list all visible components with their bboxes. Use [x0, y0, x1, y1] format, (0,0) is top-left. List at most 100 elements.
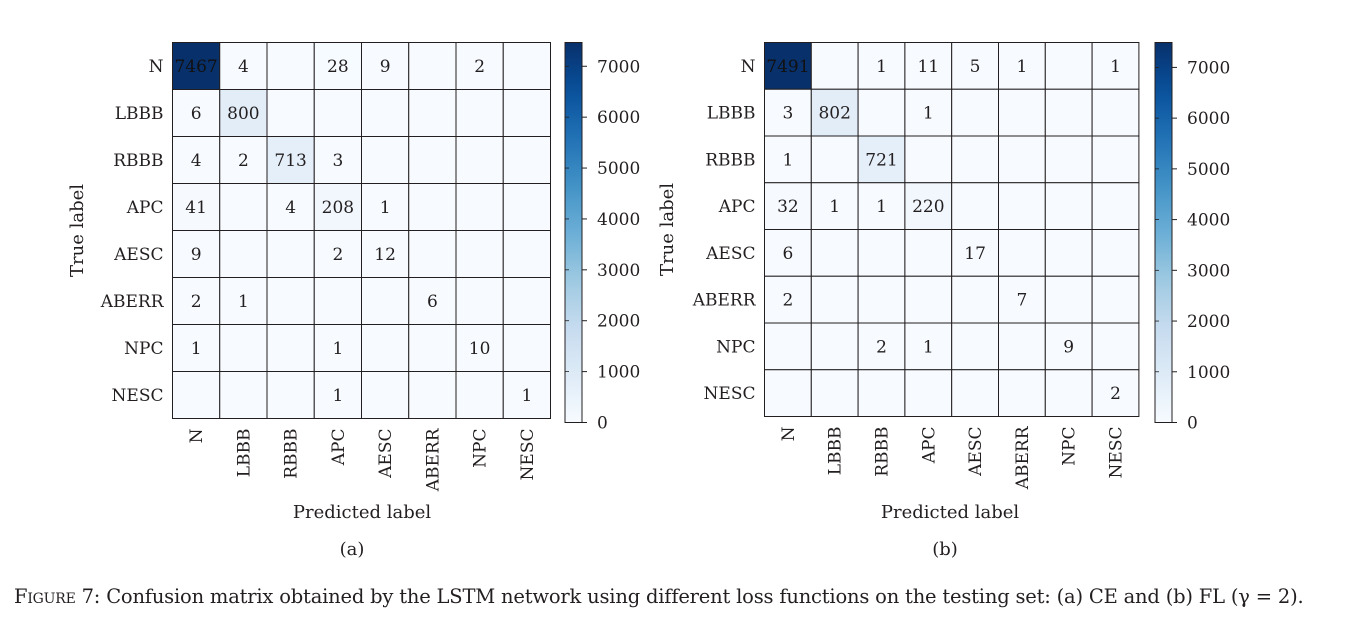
heatmap-cell [172, 324, 221, 372]
heatmap-cell [1091, 182, 1140, 230]
cell-value-label: 1 [238, 292, 249, 312]
heatmap-cell [810, 42, 859, 90]
cell-value-label: 1 [521, 386, 532, 406]
colorbar-tick-label: 7000 [1187, 58, 1230, 78]
y-axis-label: True label [657, 183, 678, 276]
x-tick-label: N [779, 426, 799, 441]
heatmap-cell [904, 229, 953, 277]
heatmap-cell [219, 230, 268, 278]
heatmap-cell [1091, 322, 1140, 371]
heatmap-cell [313, 230, 362, 278]
cell-value-label: 2 [332, 245, 343, 265]
heatmap-cell [857, 229, 906, 277]
heatmap-cell [408, 183, 457, 231]
heatmap-cell [764, 369, 812, 417]
x-tick-label: APC [919, 427, 939, 465]
heatmap-cell [172, 42, 221, 90]
cell-value-label: 41 [185, 198, 207, 218]
heatmap-cell [951, 275, 1000, 324]
y-tick-label: N [149, 57, 164, 77]
heatmap-cell [764, 42, 812, 90]
heatmap-cell [172, 371, 221, 419]
y-tick-label: ABERR [100, 292, 165, 312]
heatmap-cell [502, 371, 551, 419]
colorbar-tick-label: 0 [597, 414, 608, 434]
heatmap-cell [998, 182, 1046, 230]
cell-value-label: 7467 [174, 57, 217, 77]
x-tick-label: NESC [1107, 427, 1127, 479]
heatmap-cell [1044, 42, 1093, 90]
cell-value-label: 2 [782, 291, 793, 311]
heatmap-cell [904, 135, 953, 184]
heatmap-cell [313, 183, 362, 231]
x-tick-label: NPC [1060, 427, 1080, 466]
heatmap-cell [408, 371, 457, 419]
cell-value-label: 1 [191, 339, 202, 359]
heatmap-cell [408, 42, 457, 90]
heatmap-cell [951, 182, 1000, 230]
heatmap-cell [1044, 322, 1093, 371]
heatmap-cell [951, 322, 1000, 371]
heatmap-cell [1091, 88, 1140, 137]
heatmap-cell [1044, 182, 1093, 230]
heatmap-cell [266, 89, 315, 137]
cell-value-label: 7491 [766, 57, 809, 77]
heatmap-cell [1044, 369, 1093, 417]
cell-value-label: 1 [876, 57, 887, 77]
heatmap-cell [998, 369, 1046, 417]
x-tick-label: APC [329, 429, 349, 467]
cell-value-label: 4 [238, 57, 249, 77]
heatmap-cell [810, 275, 859, 324]
cell-value-label: 2 [474, 57, 485, 77]
heatmap-cell [904, 275, 953, 324]
y-tick-label: AESC [705, 244, 755, 264]
heatmap-cell [810, 229, 859, 277]
y-tick-label: NESC [112, 386, 164, 406]
heatmap-cell [502, 42, 551, 90]
colorbar-tick-label: 4000 [597, 210, 640, 230]
x-tick-label: ABERR [1013, 425, 1033, 490]
cell-value-label: 3 [782, 104, 793, 124]
x-axis-label: Predicted label [293, 502, 432, 523]
cell-value-label: 220 [912, 197, 944, 217]
heatmap-cell [904, 322, 953, 371]
y-axis-label: True label [67, 184, 88, 277]
heatmap-cell [219, 371, 268, 419]
heatmap-cell [266, 136, 315, 184]
cell-value-label: 32 [777, 197, 799, 217]
colorbar [1154, 42, 1173, 423]
figure-caption: Figure 7: Confusion matrix obtained by t… [14, 585, 1304, 608]
heatmap-cell [408, 136, 457, 184]
heatmap-cell [219, 324, 268, 372]
colorbar-tick-label: 5000 [597, 159, 640, 179]
heatmap-cell [455, 89, 504, 137]
heatmap-cell [1091, 229, 1140, 277]
heatmap-cell [1091, 369, 1140, 417]
colorbar-tick-label: 5000 [1187, 160, 1230, 180]
cell-value-label: 10 [469, 339, 491, 359]
cell-value-label: 11 [917, 57, 939, 77]
heatmap-cell [313, 89, 362, 137]
heatmap-cell [764, 275, 812, 324]
heatmap-cell [455, 136, 504, 184]
colorbar-tick-label: 1000 [597, 363, 640, 383]
heatmap-cell [361, 89, 410, 137]
heatmap-cell [266, 42, 315, 90]
x-tick-label: LBBB [234, 429, 254, 478]
figure-caption-prefix: Figure 7: [14, 585, 101, 608]
y-tick-label: LBBB [115, 104, 164, 124]
cell-value-label: 4 [285, 198, 296, 218]
colorbar-tick-label: 3000 [1187, 261, 1230, 281]
panel-label: (b) [932, 539, 958, 560]
cell-value-label: 28 [327, 57, 349, 77]
cell-value-label: 3 [332, 151, 343, 171]
cell-value-label: 1 [923, 104, 934, 124]
heatmap-cell [1044, 135, 1093, 184]
heatmap-cell [266, 230, 315, 278]
heatmap-cell [810, 322, 859, 371]
cell-value-label: 9 [191, 245, 202, 265]
panel-label: (a) [340, 539, 365, 560]
x-tick-label: NESC [518, 429, 538, 481]
heatmap-cell [998, 88, 1046, 137]
heatmap-cell [172, 89, 221, 137]
